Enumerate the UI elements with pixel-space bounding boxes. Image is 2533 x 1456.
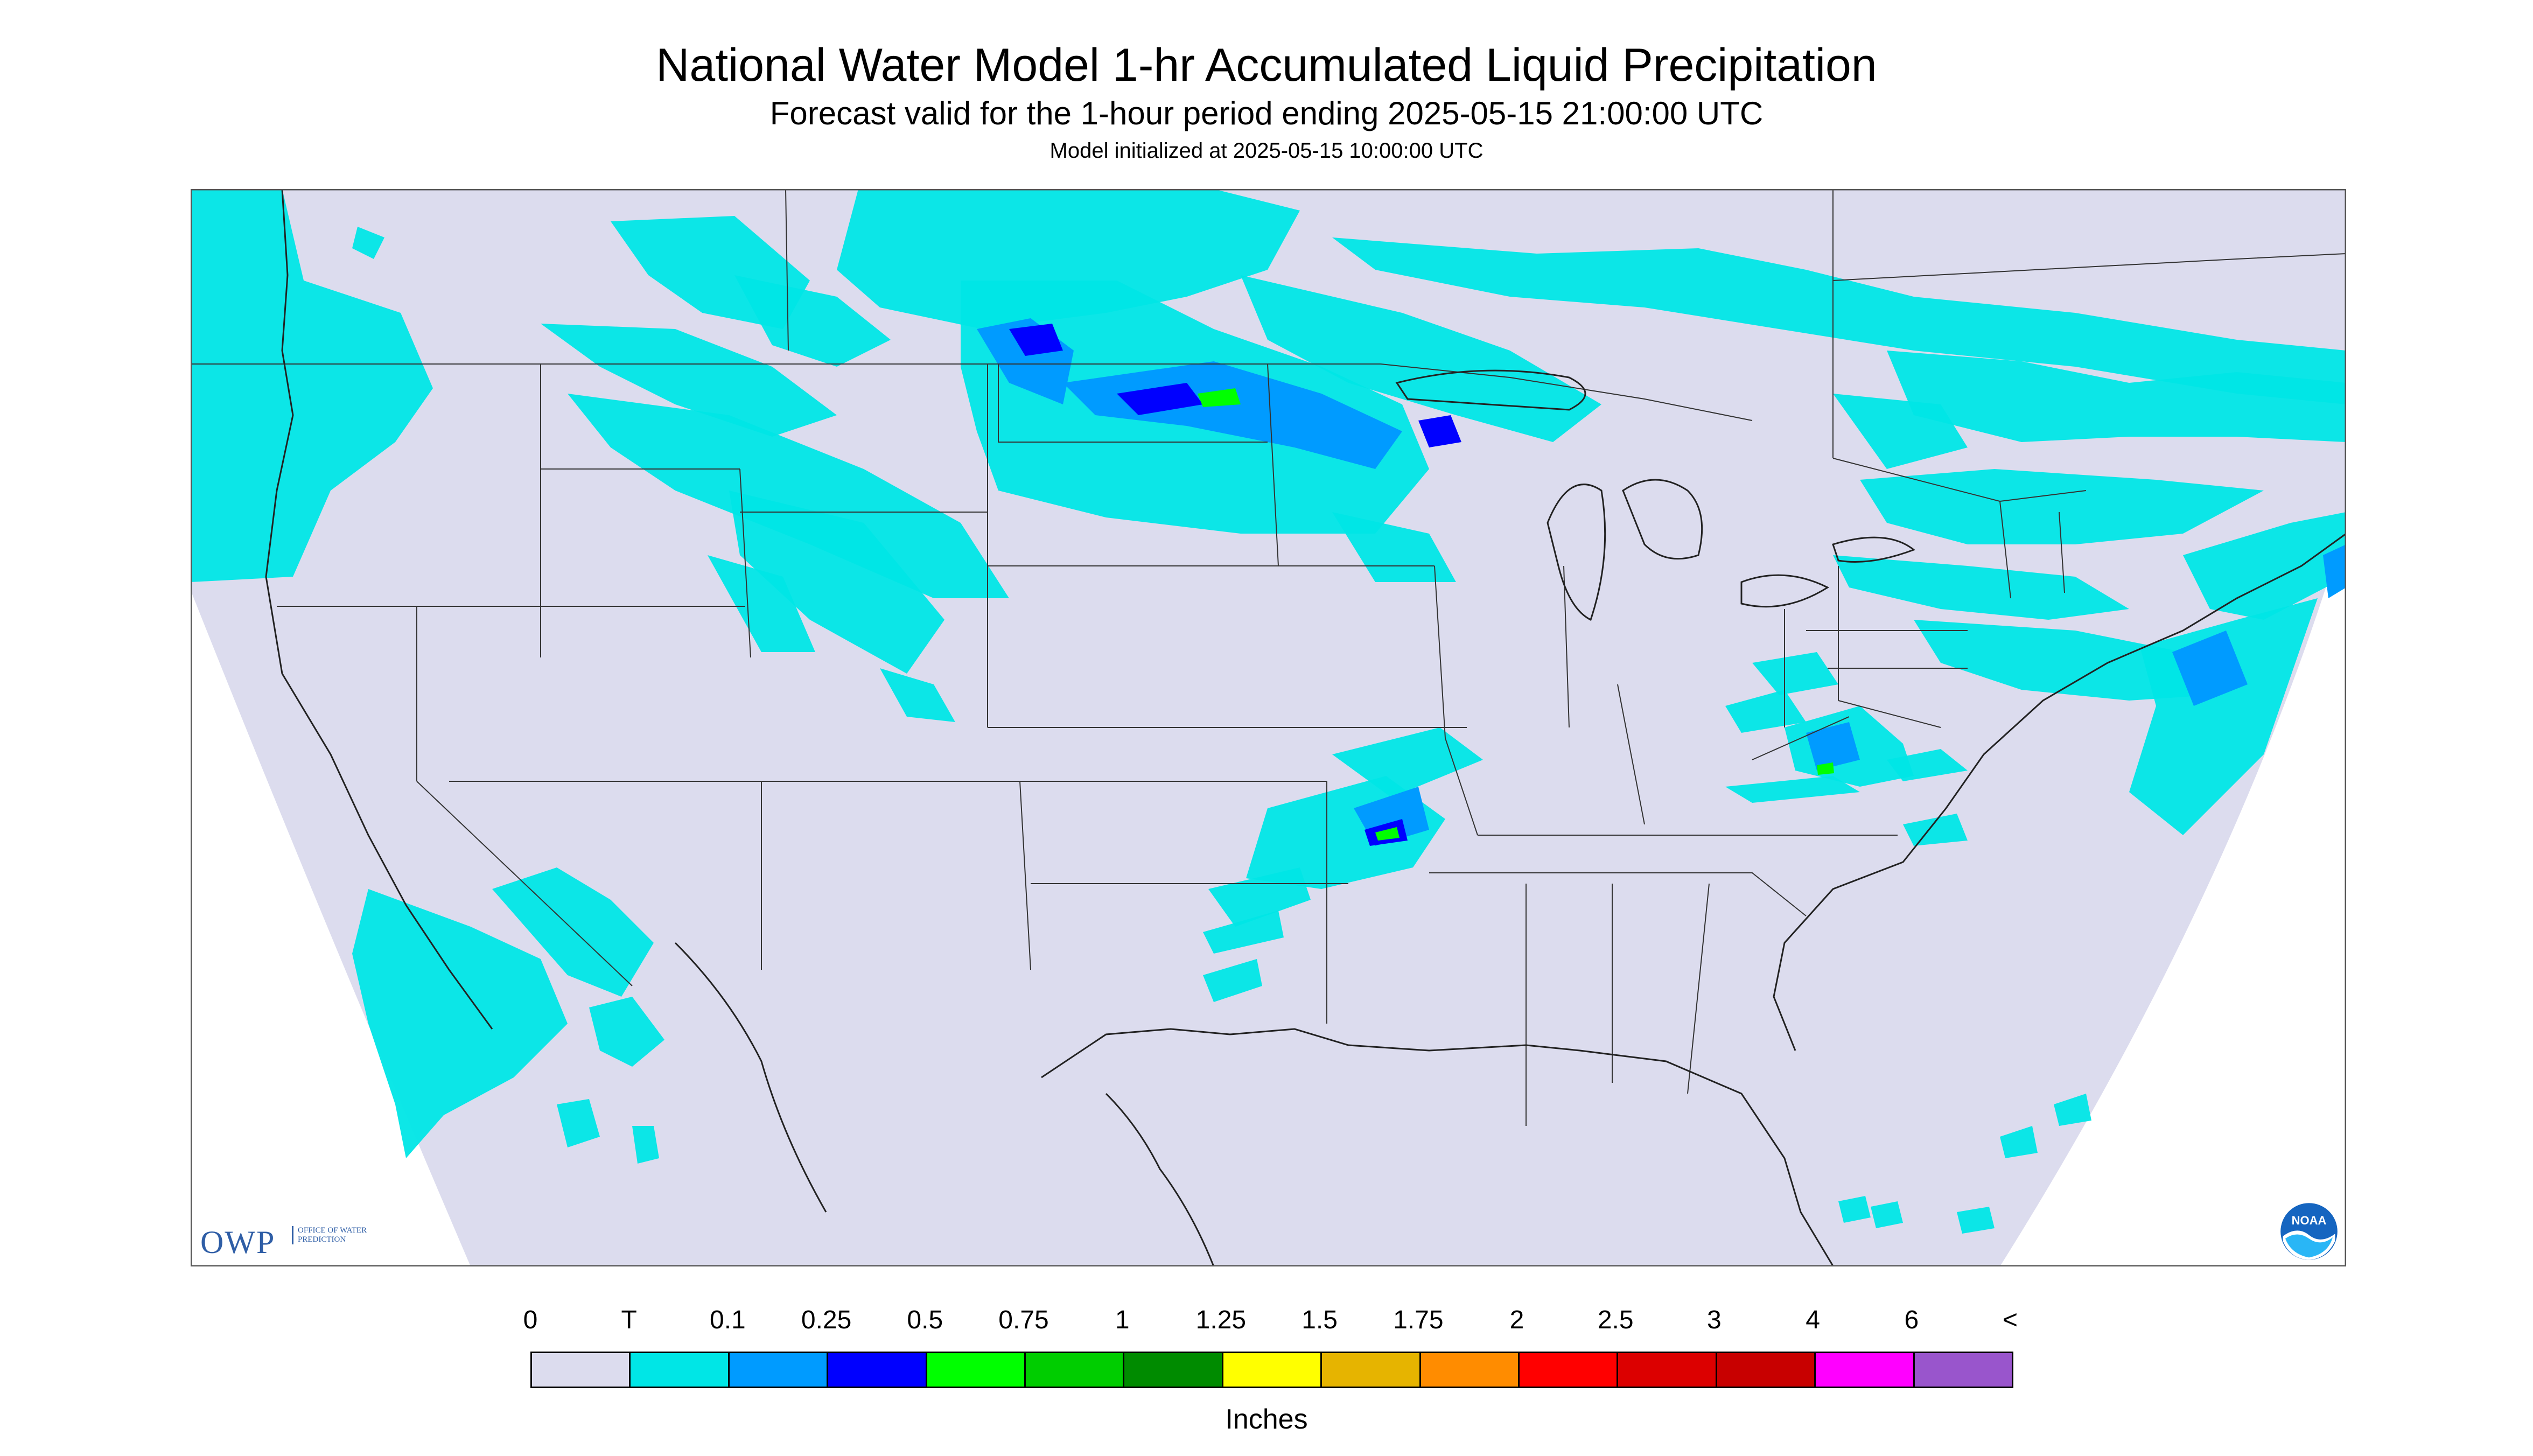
legend-labels: 0 T 0.1 0.25 0.5 0.75 1 1.25 1.5 1.75 2 2.5 3 4 6 < [523, 1305, 2022, 1338]
legend-label-8: 1.5 [1302, 1306, 1338, 1334]
legend-label-0: 0 [523, 1306, 538, 1334]
legend-swatch-1 [631, 1353, 730, 1387]
legend-label-5: 0.75 [998, 1306, 1049, 1334]
legend-swatch-4 [927, 1353, 1026, 1387]
legend-swatch-13 [1816, 1353, 1915, 1387]
legend-colorbar [530, 1352, 2013, 1388]
noaa-logo: NOAA [2280, 1203, 2338, 1260]
owp-logo-mark: OWP [200, 1224, 276, 1260]
legend-swatch-12 [1717, 1353, 1816, 1387]
precip-trace-areas [191, 189, 2346, 1234]
coastlines [265, 189, 2346, 1266]
map-border [191, 189, 2346, 1266]
legend-label-2: 0.1 [710, 1306, 746, 1334]
precip-0.25-areas [1009, 324, 1461, 846]
legend-swatch-11 [1618, 1353, 1717, 1387]
legend-swatch-14 [1914, 1353, 2012, 1387]
map-subtitle: Forecast valid for the 1-hour period end… [769, 95, 1764, 131]
legend-label-12: 3 [1707, 1306, 1722, 1334]
legend-swatch-7 [1223, 1353, 1323, 1387]
precip-0.5-areas [1198, 388, 1834, 841]
legend-swatch-10 [1520, 1353, 1619, 1387]
state-boundaries [191, 189, 2346, 1126]
legend-units: Inches [1225, 1404, 1308, 1435]
legend-swatch-6 [1124, 1353, 1223, 1387]
legend-swatch-3 [828, 1353, 927, 1387]
legend-label-11: 2.5 [1597, 1306, 1634, 1334]
legend-swatch-5 [1026, 1353, 1125, 1387]
owp-logo-caption: OFFICE OF WATER PREDICTION [292, 1226, 384, 1244]
legend-label-13: 4 [1806, 1306, 1820, 1334]
precipitation-map [191, 189, 2346, 1266]
legend-label-15: < [2002, 1306, 2018, 1334]
legend-swatch-0 [532, 1353, 631, 1387]
legend-swatch-9 [1421, 1353, 1520, 1387]
legend-label-14: 6 [1904, 1306, 1919, 1334]
legend-label-6: 1 [1115, 1306, 1130, 1334]
map-title: National Water Model 1-hr Accumulated Li… [656, 39, 1877, 91]
legend-label-7: 1.25 [1195, 1306, 1247, 1334]
legend-label-9: 1.75 [1393, 1306, 1444, 1334]
model-init-line: Model initialized at 2025-05-15 10:00:00… [1049, 139, 1484, 163]
legend-label-1: T [621, 1306, 637, 1334]
legend-label-10: 2 [1509, 1306, 1524, 1334]
legend-label-4: 0.5 [907, 1306, 943, 1334]
legend-label-3: 0.25 [801, 1306, 852, 1334]
legend-swatch-8 [1322, 1353, 1421, 1387]
svg-text:NOAA: NOAA [2292, 1214, 2327, 1227]
legend-swatch-2 [729, 1353, 829, 1387]
